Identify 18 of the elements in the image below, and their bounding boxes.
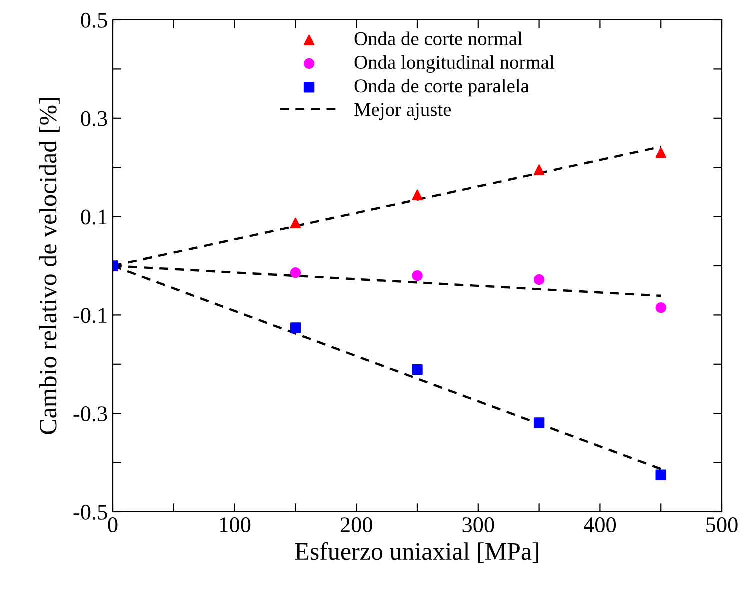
legend-label: Onda de corte paralela	[354, 79, 530, 97]
x-tick-label: 500	[706, 518, 738, 532]
legend-label: Mejor ajuste	[354, 103, 452, 120]
y-tick-label: 0.3	[81, 111, 108, 126]
y-tick-label: -0.5	[74, 504, 108, 520]
x-axis-title: Esfuerzo uniaxial [MPa]	[295, 542, 539, 564]
y-tick-label: 0.1	[81, 210, 107, 225]
y-tick-label: -0.1	[74, 308, 107, 324]
x-tick-label: 0	[108, 518, 118, 532]
x-tick-label: 300	[462, 518, 494, 532]
y-tick-label: 0.5	[81, 12, 108, 28]
y-tick-label: -0.3	[74, 406, 108, 422]
x-tick-label: 100	[220, 518, 251, 532]
legend-label: Onda de corte normal	[354, 32, 523, 46]
x-tick-label: 200	[340, 518, 372, 532]
y-axis-title: Cambio relativo de velocidad [%]	[39, 98, 60, 434]
legend-label: Onda longitudinal normal	[354, 55, 554, 74]
x-tick-label: 400	[584, 518, 616, 532]
